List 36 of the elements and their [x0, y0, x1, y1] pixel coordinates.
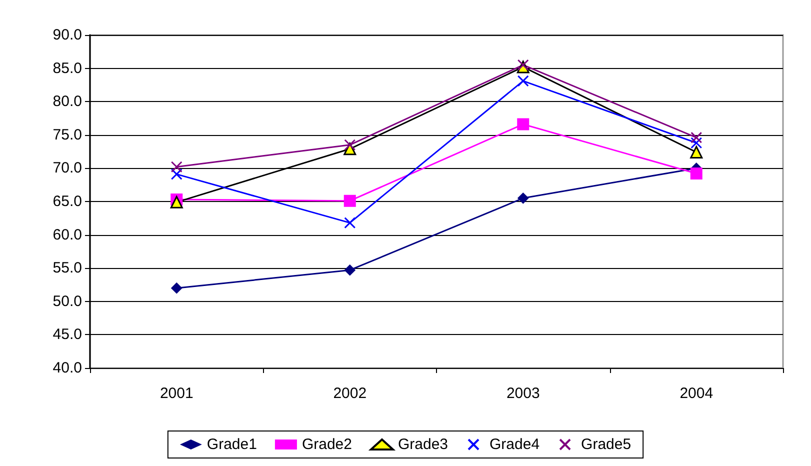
- y-tick-label: 85.0: [52, 60, 82, 77]
- legend-label: Grade1: [206, 436, 257, 453]
- point: [170, 161, 182, 173]
- point: [517, 75, 529, 87]
- y-tick-label: 80.0: [52, 93, 82, 110]
- point: [690, 146, 703, 158]
- legend-label: Grade3: [398, 436, 448, 453]
- legend-label: Grade2: [302, 436, 352, 453]
- point: [344, 217, 356, 229]
- x-tick-label: 2003: [506, 385, 540, 402]
- y-tick-label: 55.0: [52, 260, 82, 277]
- y-tick-label: 75.0: [52, 126, 82, 144]
- x-tick-label: 2004: [680, 385, 714, 402]
- point: [344, 194, 356, 207]
- x-tick-label: 2002: [333, 385, 367, 402]
- point: [517, 59, 529, 71]
- point: [518, 192, 529, 204]
- point: [170, 196, 183, 208]
- point: [170, 168, 182, 180]
- y-tick-label: 40.0: [52, 360, 82, 376]
- y-tick-label: 65.0: [52, 193, 82, 210]
- point: [344, 139, 356, 151]
- point: [690, 137, 702, 149]
- y-tick-label: 90.0: [52, 26, 82, 44]
- point: [171, 282, 182, 294]
- legend-label: Grade4: [490, 436, 540, 453]
- point: [690, 132, 702, 144]
- x-tick-label: 2001: [160, 385, 194, 402]
- y-tick-label: 50.0: [52, 292, 82, 310]
- y-tick-label: 45.0: [52, 326, 82, 344]
- legend-label: Grade5: [581, 436, 632, 453]
- point: [344, 264, 356, 276]
- y-tick-label: 60.0: [52, 226, 82, 244]
- point: [517, 118, 530, 130]
- y-tick-label: 70.0: [52, 160, 82, 177]
- point: [690, 168, 702, 180]
